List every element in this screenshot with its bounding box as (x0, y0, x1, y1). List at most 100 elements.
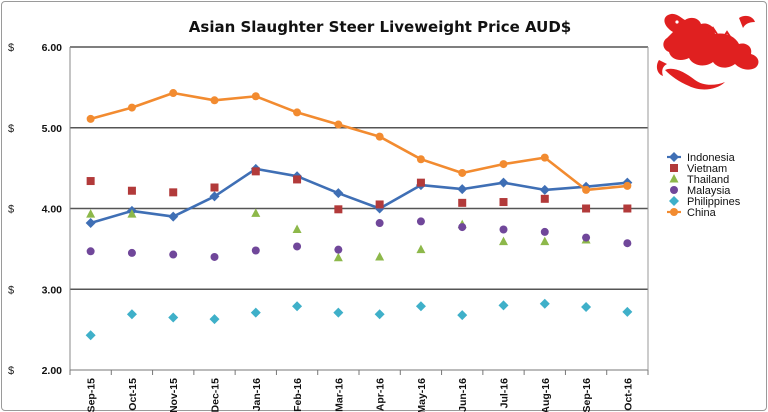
data-point-thailand (251, 208, 261, 217)
dragon-shape (656, 13, 759, 90)
data-point-vietnam (623, 204, 632, 213)
data-point-thailand (540, 236, 550, 246)
data-point-philippines (126, 309, 137, 320)
data-point-indonesia (457, 184, 468, 195)
data-point-malaysia (169, 250, 178, 259)
data-point-thailand (499, 236, 508, 246)
data-point-thailand (375, 251, 385, 261)
data-point-vietnam (334, 205, 343, 214)
y-tick-label: 2.00 (42, 365, 63, 377)
y-axis: 2.00 $3.00 $4.00 $5.00 $6.00 $ (8, 42, 62, 377)
series-line-china (90, 91, 628, 192)
legend-label: China (687, 207, 717, 219)
y-currency-symbol: $ (8, 123, 14, 135)
legend: IndonesiaVietnamThailandMalaysiaPhilippi… (667, 152, 741, 219)
legend-label: Vietnam (687, 163, 727, 175)
y-tick-label: 5.00 (42, 123, 63, 135)
data-point-vietnam (375, 200, 384, 209)
x-tick-label: Aug-16 (540, 378, 552, 412)
data-point-thailand (292, 224, 302, 233)
data-point-indonesia (209, 191, 220, 202)
data-point-philippines (498, 300, 509, 311)
red-dragon-icon (656, 13, 759, 90)
data-point-china (499, 160, 508, 169)
data-point-china (251, 92, 260, 101)
x-axis: Sep-15 Oct-15 Nov-15 Dec-15 Jan-16 Feb-16 Mar-… (69, 370, 649, 412)
x-tick-label: Dec-15 (210, 378, 222, 412)
data-point-malaysia (86, 247, 95, 256)
legend-item-malaysia: Malaysia (670, 185, 731, 197)
y-tick-label: 4.00 (42, 204, 63, 216)
series-malaysia (86, 217, 632, 261)
data-point-china (86, 114, 95, 123)
data-point-china (127, 103, 136, 112)
data-point-malaysia (293, 242, 302, 251)
x-tick-label: Oct-15 (127, 378, 139, 411)
y-tick-label: 3.00 (42, 284, 63, 296)
data-point-philippines (622, 306, 633, 317)
x-tick-label: Oct-16 (622, 378, 634, 411)
legend-label: Malaysia (687, 185, 731, 197)
x-tick-label: Sep-16 (581, 378, 593, 412)
data-point-indonesia (168, 211, 179, 222)
legend-swatch-marker (670, 186, 678, 194)
data-point-philippines (333, 307, 344, 318)
data-point-vietnam (210, 183, 219, 192)
data-point-malaysia (623, 239, 632, 248)
data-point-thailand (127, 209, 137, 218)
data-point-philippines (250, 307, 261, 318)
data-point-china (582, 185, 591, 194)
dragon-spines (694, 22, 732, 39)
legend-swatch-marker (669, 196, 679, 206)
series-philippines (85, 298, 633, 341)
legend-swatch-marker (670, 208, 678, 216)
legend-item-indonesia: Indonesia (667, 152, 736, 164)
data-point-philippines (209, 314, 220, 325)
data-point-malaysia (210, 252, 219, 261)
data-point-thailand (416, 244, 426, 254)
legend-item-china: China (667, 207, 717, 219)
data-point-indonesia (539, 184, 550, 195)
x-tick-label: Jul-16 (499, 378, 511, 409)
dragon-body (663, 13, 759, 70)
data-point-vietnam (499, 198, 508, 207)
series-indonesia (85, 163, 633, 229)
x-tick-label: Jan-16 (251, 378, 263, 411)
data-point-malaysia (458, 223, 467, 232)
data-point-philippines (292, 301, 303, 312)
x-tick-label: Jun-16 (457, 378, 469, 412)
legend-swatch-marker (669, 174, 679, 183)
legend-item-thailand: Thailand (669, 174, 729, 186)
x-tick-label: Nov-15 (168, 378, 180, 412)
data-point-malaysia (127, 248, 136, 257)
data-point-vietnam (86, 177, 95, 186)
series-vietnam (86, 167, 632, 214)
data-point-vietnam (582, 204, 591, 213)
legend-item-philippines: Philippines (669, 196, 741, 208)
data-point-china (210, 96, 219, 105)
series-china (86, 89, 632, 194)
data-point-vietnam (127, 186, 136, 195)
dragon-claw (656, 60, 667, 76)
data-point-malaysia (582, 233, 591, 242)
dragon-eye (675, 20, 679, 24)
x-tick-label: Feb-16 (292, 378, 304, 412)
data-point-china (540, 153, 549, 162)
data-point-indonesia (333, 188, 344, 199)
data-point-philippines (85, 330, 96, 341)
data-point-philippines (415, 301, 426, 312)
x-tick-label: May-16 (416, 378, 428, 412)
series-line-indonesia (90, 167, 628, 225)
legend-swatch-marker (669, 152, 679, 162)
data-point-malaysia (375, 219, 384, 228)
data-point-malaysia (499, 225, 508, 234)
data-point-indonesia (498, 177, 509, 188)
data-point-malaysia (334, 245, 343, 254)
data-point-vietnam (458, 198, 467, 207)
data-point-philippines (457, 310, 468, 321)
data-point-china (293, 108, 302, 117)
data-point-malaysia (251, 246, 260, 255)
data-point-china (623, 181, 632, 190)
y-tick-label: 6.00 (42, 42, 63, 54)
